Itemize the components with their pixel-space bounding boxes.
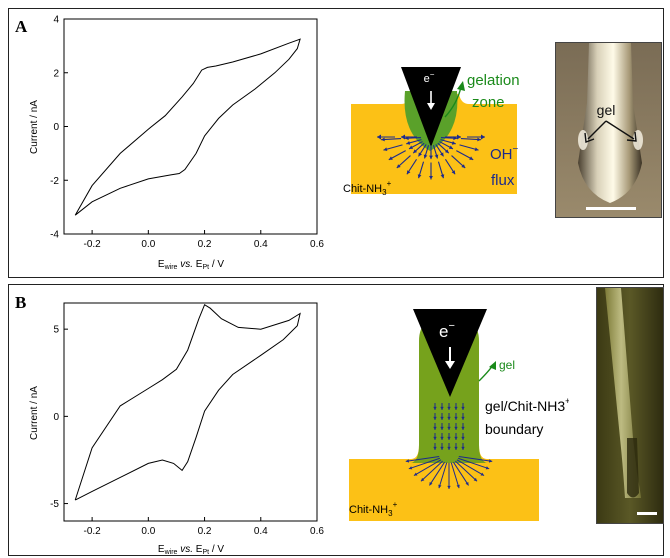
chit-label-b: Chit-NH3+	[349, 500, 398, 518]
chart-b-xtick-label: 0.4	[254, 526, 268, 537]
micrograph-a: gel	[555, 42, 662, 218]
chart-b-xlabel: Ewire vs. EPt / V	[158, 544, 224, 555]
chart-a-ytick-label: 0	[53, 122, 59, 133]
panel-b-label: B	[15, 293, 27, 312]
flux-arrows-b	[405, 403, 493, 489]
chart-b-xtick-label: 0.2	[198, 526, 212, 537]
flux-label: flux	[491, 172, 515, 189]
chart-a-xtick-label: 0.4	[254, 239, 268, 250]
gel-pointer-arrow-b	[478, 361, 496, 382]
oh-label: OH−	[490, 144, 519, 163]
chart-a-ytick-label: 2	[53, 68, 59, 79]
micrograph-b	[596, 287, 664, 524]
chart-b-frame	[63, 302, 318, 522]
chart-a-xtick-label: -0.2	[83, 239, 101, 250]
scale-bar-a	[586, 207, 636, 210]
chart-a-frame	[63, 18, 318, 235]
chart-a-xtick-label: 0.2	[198, 239, 212, 250]
chart-b-xtick-label: -0.2	[83, 526, 101, 537]
electron-arrow-b	[445, 347, 455, 369]
chart-a-ytick-label: 4	[53, 15, 59, 26]
electron-label-a: e−	[424, 70, 435, 85]
chart-b-ytick-label: -5	[50, 499, 59, 510]
electron-label-b: e−	[439, 320, 455, 341]
zone-label: zone	[472, 94, 505, 111]
cv-curve-b	[74, 303, 301, 501]
schematic-a: e− gelation zone OH− flux Chit-NH3+	[343, 67, 520, 197]
panel-b: B -0.2 0.0 0.2 0.4 0.6 5 0 -5 Current / nA Ewir…	[8, 284, 664, 556]
substrate-b	[349, 445, 539, 521]
chart-b-ytick-label: 0	[53, 412, 59, 423]
boundary-label-line1: gel/Chit-NH3+	[485, 396, 569, 414]
electron-arrow-a	[427, 91, 435, 110]
schematic-b: e− gel gel/Chit-NH3+ boundary Chit-NH3+	[349, 309, 569, 521]
chart-b-ylabel: Current / nA	[29, 386, 40, 440]
gelation-label: gelation	[467, 72, 520, 89]
chart-a-ytick-label: -2	[50, 176, 59, 187]
boundary-label-line2: boundary	[485, 421, 543, 437]
oh-flux-arrows-a	[377, 134, 485, 180]
gel-label-photo: gel	[597, 102, 616, 118]
chart-a-ytick-label: -4	[50, 230, 59, 241]
chart-a-ylabel: Current / nA	[29, 100, 40, 154]
chart-a-xtick-label: 0.0	[141, 239, 155, 250]
chart-a-xlabel: Ewire vs. EPt / V	[158, 259, 224, 271]
chart-b-ytick-label: 5	[53, 325, 59, 336]
chart-a-xtick-label: 0.6	[310, 239, 324, 250]
chart-b-xtick-label: 0.0	[141, 526, 155, 537]
panel-a-label: A	[15, 17, 28, 36]
gel-label-b: gel	[499, 358, 515, 372]
chart-b-xtick-label: 0.6	[310, 526, 324, 537]
gelation-arrow-a	[444, 81, 465, 118]
cv-curve-a	[74, 38, 301, 216]
cv-chart-a: -0.2 0.0 0.2 0.4 0.6 4 2 0 -2 -4 Current / nA Ewi…	[29, 15, 324, 272]
cv-chart-b: -0.2 0.0 0.2 0.4 0.6 5 0 -5 Current / nA Ewire …	[29, 302, 324, 555]
panel-a: A -0.2 0.0 0.2 0.4 0.6 4 2 0 -2 -4 Current / nA E…	[8, 8, 664, 278]
gel-pointer-arrows	[584, 120, 637, 143]
scale-bar-b	[637, 512, 657, 515]
chit-label-a: Chit-NH3+	[343, 179, 392, 197]
